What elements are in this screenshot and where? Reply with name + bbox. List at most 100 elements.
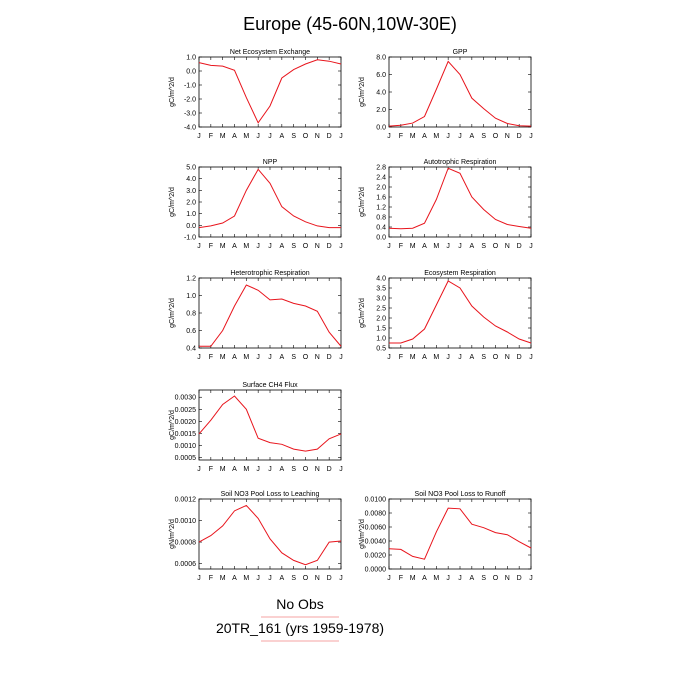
x-tick-label: A xyxy=(232,354,237,361)
y-tick-label: 8.0 xyxy=(376,55,386,62)
x-tick-label: J xyxy=(197,466,201,473)
x-tick-label: J xyxy=(529,575,533,582)
x-tick-label: M xyxy=(243,133,249,140)
y-axis-label: gC/m^2/d xyxy=(169,187,176,217)
x-tick-label: N xyxy=(315,466,320,473)
y-axis-label: gN/m^2/d xyxy=(359,519,366,549)
x-tick-label: N xyxy=(505,354,510,361)
x-tick-label: J xyxy=(387,133,391,140)
y-axis-label: gN/m^2/d xyxy=(169,519,176,549)
panels: Net Ecosystem Exchange -4.0 -3.0 -2.0 -1.0 0.… xyxy=(169,49,533,582)
x-tick-label: A xyxy=(279,575,284,582)
x-tick-label: F xyxy=(399,133,403,140)
y-tick-label: 3.0 xyxy=(376,296,386,303)
x-tick-label: J xyxy=(197,243,201,250)
x-tick-label: A xyxy=(232,133,237,140)
y-tick-label: 0.0 xyxy=(376,235,386,242)
plot-frame xyxy=(198,277,342,349)
y-tick-label: 0.0000 xyxy=(365,567,387,574)
x-tick-label: J xyxy=(256,575,260,582)
x-tick-label: J xyxy=(268,575,272,582)
x-tick-label: A xyxy=(469,133,474,140)
x-tick-label: J xyxy=(339,354,343,361)
series-line xyxy=(388,60,532,127)
x-tick-label: M xyxy=(410,243,416,250)
x-tick-label: J xyxy=(446,354,450,361)
x-tick-label: N xyxy=(505,575,510,582)
x-tick-label: M xyxy=(433,354,439,361)
y-tick-label: 5.0 xyxy=(186,165,196,172)
y-tick-label: 4.0 xyxy=(376,276,386,283)
y-tick-label: 1.0 xyxy=(186,55,196,62)
x-tick-label: F xyxy=(209,575,213,582)
x-tick-label: M xyxy=(243,243,249,250)
x-tick-label: J xyxy=(387,243,391,250)
x-tick-label: O xyxy=(493,354,499,361)
plot-frame xyxy=(388,166,532,238)
x-tick-label: D xyxy=(517,133,522,140)
x-tick-label: S xyxy=(481,243,486,250)
x-tick-label: F xyxy=(209,243,213,250)
x-tick-label: F xyxy=(209,466,213,473)
y-tick-label: 1.0 xyxy=(186,211,196,218)
series-line xyxy=(199,284,342,347)
y-tick-label: 4.0 xyxy=(186,176,196,183)
y-tick-label: 0.0025 xyxy=(175,407,197,414)
y-tick-label: 0.0005 xyxy=(175,455,197,462)
x-tick-label: O xyxy=(493,243,499,250)
x-tick-label: N xyxy=(315,133,320,140)
y-tick-label: 0.0020 xyxy=(175,419,197,426)
y-axis-label: gC/m^2/d xyxy=(359,187,366,217)
x-tick-label: O xyxy=(493,133,499,140)
y-tick-label: -3.0 xyxy=(184,111,196,118)
panel-title: Soil NO3 Pool Loss to Leaching xyxy=(221,491,320,498)
x-tick-label: N xyxy=(315,243,320,250)
x-tick-label: J xyxy=(339,575,343,582)
panel-title: Surface CH4 Flux xyxy=(242,382,298,389)
x-tick-label: N xyxy=(315,354,320,361)
y-tick-label: 2.0 xyxy=(186,200,196,207)
x-tick-label: A xyxy=(469,243,474,250)
x-tick-label: A xyxy=(232,466,237,473)
panel-3: NPP-1.00.01.02.03.04.05.0J F M A M J J A S O N D JgC… xyxy=(169,159,343,250)
panel-title: GPP xyxy=(453,49,468,56)
x-tick-label: J xyxy=(458,354,462,361)
x-tick-label: J xyxy=(256,243,260,250)
x-tick-label: S xyxy=(481,354,486,361)
x-tick-label: M xyxy=(220,243,226,250)
panel-7: Surface CH4 Flux 0.0005 0.0010 0.0015 0.0020… xyxy=(169,382,343,473)
y-tick-label: 0.0080 xyxy=(365,511,387,518)
x-tick-label: M xyxy=(220,466,226,473)
x-tick-label: O xyxy=(493,575,499,582)
x-tick-label: M xyxy=(433,133,439,140)
y-tick-label: 0.0006 xyxy=(175,561,197,568)
panel-title: Soil NO3 Pool Loss to Runoff xyxy=(415,491,506,498)
x-tick-label: J xyxy=(446,133,450,140)
x-tick-label: S xyxy=(481,575,486,582)
y-tick-label: 1.2 xyxy=(186,276,196,283)
plot-frame xyxy=(198,56,342,128)
x-tick-label: A xyxy=(422,354,427,361)
x-tick-label: O xyxy=(303,354,309,361)
x-tick-label: A xyxy=(279,466,284,473)
panel-title: Net Ecosystem Exchange xyxy=(230,49,310,56)
x-tick-label: J xyxy=(387,575,391,582)
x-tick-label: M xyxy=(410,575,416,582)
y-tick-label: 3.0 xyxy=(186,188,196,195)
y-tick-label: 0.0100 xyxy=(365,497,387,504)
x-tick-label: D xyxy=(517,575,522,582)
x-tick-label: S xyxy=(481,133,486,140)
y-tick-label: 1.6 xyxy=(376,195,386,202)
series-line xyxy=(388,167,532,230)
y-tick-label: 0.0060 xyxy=(365,525,387,532)
x-tick-label: M xyxy=(243,575,249,582)
y-tick-label: 2.0 xyxy=(376,316,386,323)
y-tick-label: 1.0 xyxy=(376,336,386,343)
x-tick-label: A xyxy=(279,243,284,250)
y-tick-label: 3.5 xyxy=(376,286,386,293)
series-line xyxy=(198,59,342,124)
x-tick-label: J xyxy=(446,243,450,250)
x-tick-label: M xyxy=(220,133,226,140)
